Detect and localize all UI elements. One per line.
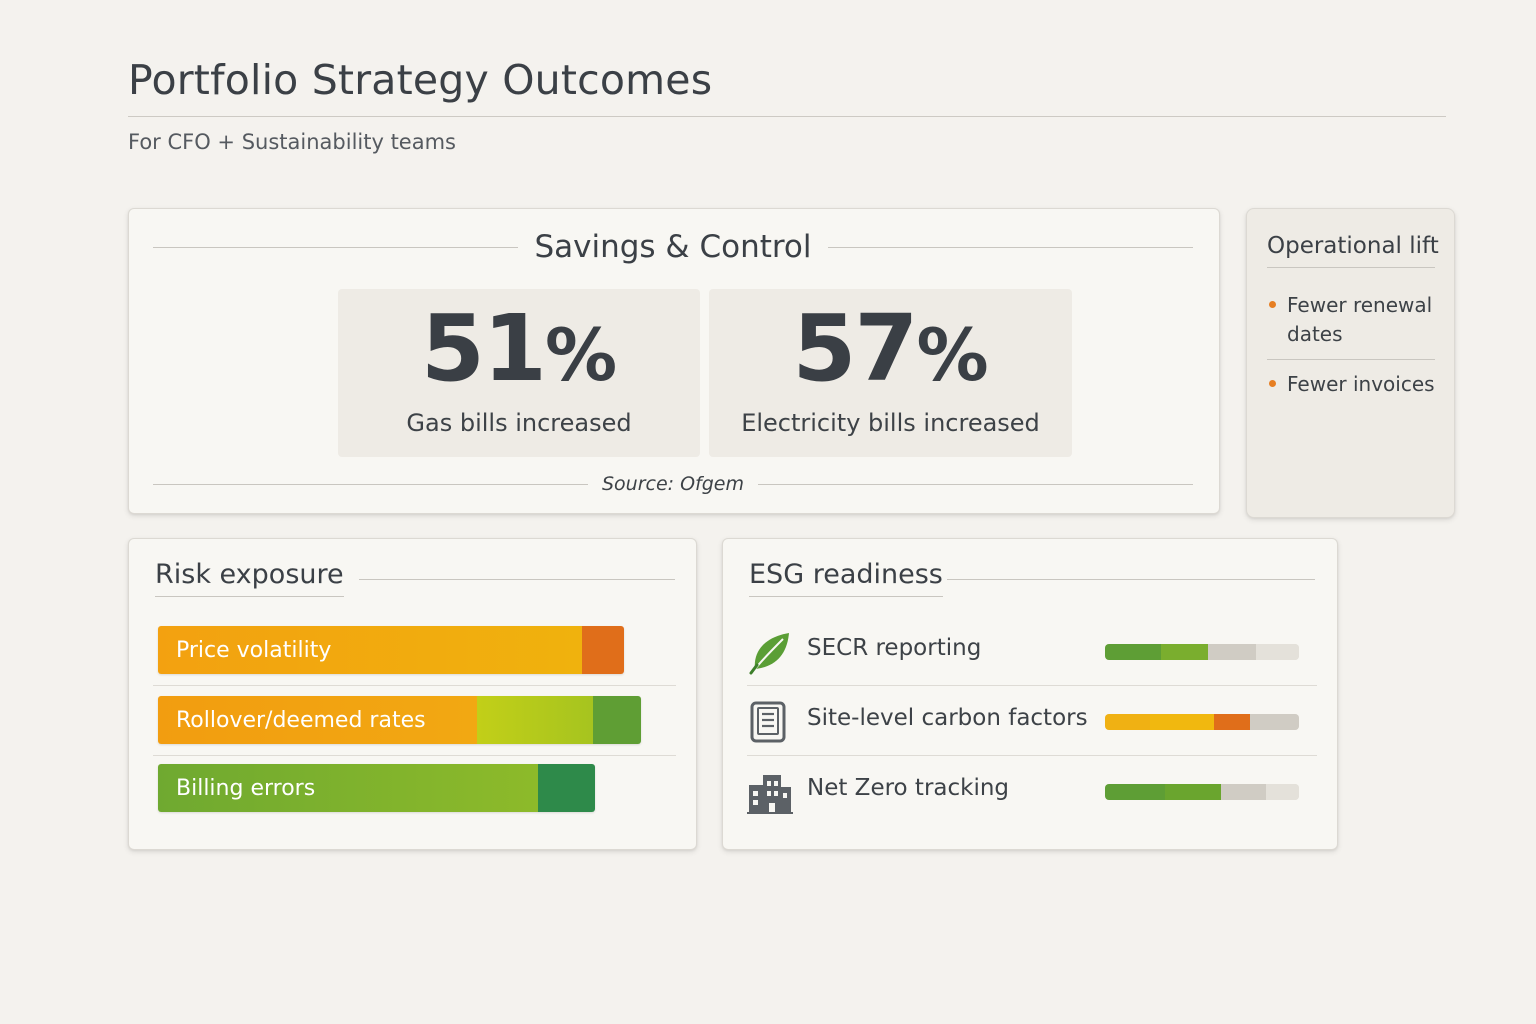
operational-lift-card: Operational lift Fewer renewal dates Few… <box>1246 208 1455 518</box>
risk-bar-segment <box>538 764 595 812</box>
risk-bar-segment <box>592 696 641 744</box>
risk-bar-billing-errors: Billing errors <box>158 764 595 812</box>
gas-stat-tile: 51% Gas bills increased <box>338 289 700 457</box>
risk-bar-segment <box>582 626 624 674</box>
risk-bar-label: Rollover/deemed rates <box>176 707 426 733</box>
savings-header: Savings & Control <box>153 227 1193 267</box>
source-rule-left <box>153 483 588 485</box>
source-rule-right <box>758 483 1193 485</box>
risk-bar-segment <box>476 696 593 744</box>
bullet-icon <box>1269 380 1276 387</box>
progress-segment <box>1149 714 1214 730</box>
progress-segment <box>1221 784 1266 800</box>
operational-item: Fewer invoices <box>1269 370 1439 399</box>
risk-bar-label: Price volatility <box>176 637 332 663</box>
risk-bar-price-volatility: Price volatility <box>158 626 624 674</box>
page-title: Portfolio Strategy Outcomes <box>128 56 713 104</box>
esg-item-label: Net Zero tracking <box>807 775 1010 801</box>
electricity-stat-label: Electricity bills increased <box>741 409 1040 437</box>
operational-item: Fewer renewal dates <box>1269 291 1439 349</box>
esg-row-secr: SECR reporting <box>747 625 1317 675</box>
header-rule-left <box>153 246 519 248</box>
electricity-stat-tile: 57% Electricity bills increased <box>709 289 1072 457</box>
page-subtitle: For CFO + Sustainability teams <box>128 130 456 154</box>
gas-stat-number: 51 <box>420 295 547 402</box>
net-zero-progress-bar <box>1105 784 1299 800</box>
progress-segment <box>1165 784 1222 800</box>
gas-stat-value: 51% <box>338 303 700 395</box>
operational-item-label: Fewer invoices <box>1287 372 1435 396</box>
progress-segment <box>1161 644 1208 660</box>
risk-bar-segment <box>158 764 539 812</box>
electricity-stat-value: 57% <box>709 303 1072 395</box>
risk-exposure-card: Risk exposure Price volatility Rollover/… <box>128 538 697 850</box>
savings-control-card: Savings & Control 51% Gas bills increase… <box>128 208 1220 514</box>
operational-title: Operational lift <box>1267 233 1439 259</box>
leaf-icon <box>749 633 789 675</box>
esg-row-net-zero: Net Zero tracking <box>747 765 1317 815</box>
progress-segment <box>1256 644 1299 660</box>
risk-title-rule <box>359 579 675 580</box>
row-divider <box>747 755 1317 756</box>
progress-segment <box>1207 644 1257 660</box>
risk-bar-segment <box>158 626 583 674</box>
operational-item-label: Fewer renewal dates <box>1287 293 1433 346</box>
source-note: Source: Ofgem <box>601 473 745 495</box>
progress-segment <box>1213 714 1251 730</box>
risk-bar-rollover-deemed-rates: Rollover/deemed rates <box>158 696 641 744</box>
secr-progress-bar <box>1105 644 1299 660</box>
header-rule-right <box>827 246 1193 248</box>
esg-title-rule <box>947 579 1315 580</box>
esg-item-label: Site-level carbon factors <box>807 705 1088 731</box>
row-divider <box>153 755 676 756</box>
carbon-factors-progress-bar <box>1105 714 1299 730</box>
risk-bar-segment <box>158 696 477 744</box>
operational-item-rule <box>1267 359 1435 360</box>
document-icon <box>750 701 786 743</box>
esg-item-label: SECR reporting <box>807 635 982 661</box>
esg-row-carbon-factors: Site-level carbon factors <box>747 695 1317 745</box>
progress-segment <box>1105 644 1162 660</box>
source-row: Source: Ofgem <box>153 471 1193 497</box>
gas-stat-unit: % <box>544 313 618 397</box>
electricity-stat-number: 57 <box>792 295 918 402</box>
progress-segment <box>1105 714 1150 730</box>
gas-stat-label: Gas bills increased <box>406 409 632 437</box>
title-divider <box>128 116 1446 117</box>
esg-readiness-card: ESG readiness SECR reporting Site-level … <box>722 538 1338 850</box>
operational-title-rule <box>1267 267 1435 268</box>
bullet-icon <box>1269 301 1276 308</box>
progress-segment <box>1250 714 1299 730</box>
risk-title: Risk exposure <box>155 559 344 597</box>
building-icon <box>747 775 793 814</box>
esg-title: ESG readiness <box>749 559 943 597</box>
row-divider <box>747 685 1317 686</box>
progress-segment <box>1265 784 1299 800</box>
progress-segment <box>1105 784 1166 800</box>
savings-title: Savings & Control <box>534 229 812 265</box>
electricity-stat-unit: % <box>916 313 989 397</box>
row-divider <box>153 685 676 686</box>
risk-bar-label: Billing errors <box>176 775 316 801</box>
